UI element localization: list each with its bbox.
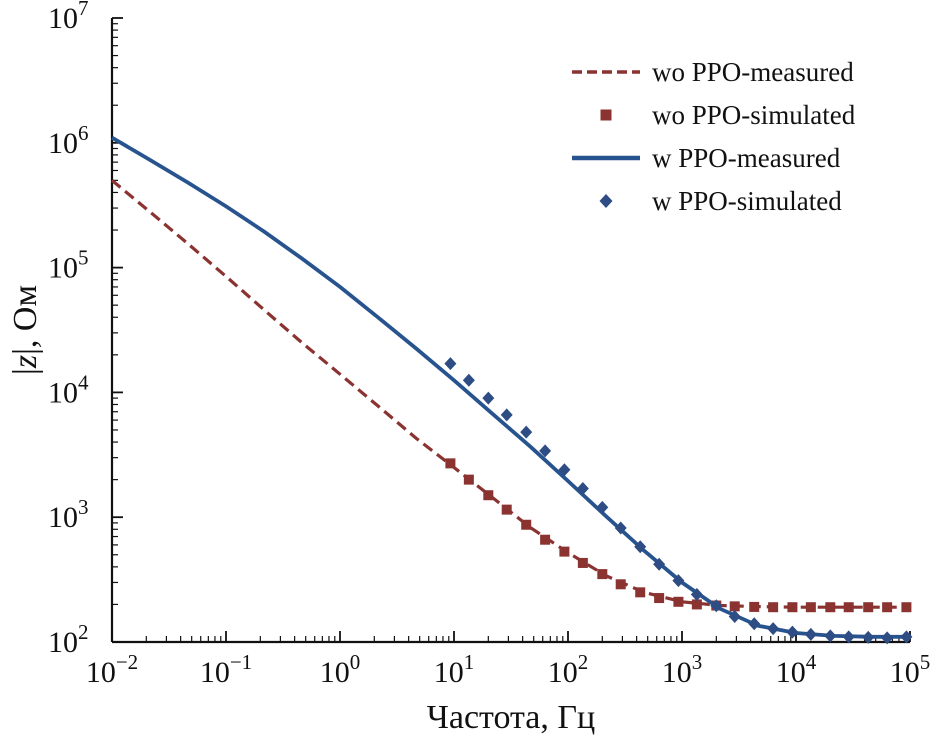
y-tick-label: 107	[48, 0, 89, 35]
square-marker	[483, 490, 494, 501]
legend-item-wo-ppo-measured: wo PPO-measured	[572, 57, 854, 87]
y-axis-title: |z|, Ом	[7, 285, 44, 375]
diamond-marker	[672, 574, 685, 588]
square-marker	[882, 602, 893, 613]
square-marker	[843, 602, 854, 613]
legend: wo PPO-measured wo PPO-simulated w PPO-mea…	[572, 57, 856, 216]
diamond-marker	[824, 629, 837, 643]
diamond-marker	[767, 622, 780, 636]
diamond-marker	[690, 588, 703, 602]
square-marker	[805, 602, 816, 613]
diamond-marker	[558, 463, 571, 477]
square-marker	[597, 569, 608, 580]
square-marker	[654, 593, 665, 604]
legend-label: w PPO-simulated	[652, 186, 842, 216]
square-marker	[463, 474, 474, 485]
square-marker	[635, 587, 646, 598]
square-marker	[691, 599, 702, 610]
square-marker	[615, 579, 626, 590]
y-tick-label: 102	[48, 620, 89, 659]
diamond-symbol	[599, 194, 613, 208]
square-symbol	[600, 109, 612, 121]
square-marker	[540, 534, 551, 545]
series-line	[110, 179, 910, 609]
square-marker	[729, 601, 740, 612]
square-marker	[673, 596, 684, 607]
axes	[110, 18, 910, 644]
square-marker	[863, 602, 874, 613]
y-tick-label: 103	[48, 495, 89, 534]
series-w-ppo-simulated	[444, 357, 913, 645]
square-marker	[901, 602, 912, 613]
y-tick-label: 106	[48, 121, 89, 160]
square-marker	[445, 458, 456, 469]
diamond-marker	[482, 391, 495, 405]
ticks	[111, 17, 911, 643]
diamond-marker	[634, 540, 647, 554]
legend-label: w PPO-measured	[652, 143, 841, 173]
tick-labels: 10−2 10−1 100 101 102 103 104 105 102 103 104 105 10…	[48, 0, 930, 689]
square-marker	[521, 519, 532, 530]
x-tick-label: 10−2	[86, 650, 138, 689]
diamond-marker	[500, 408, 513, 422]
diamond-marker	[728, 610, 741, 624]
diamond-marker	[786, 625, 799, 639]
x-tick-label: 10−1	[200, 650, 252, 689]
diamond-marker	[862, 630, 875, 644]
diamond-marker	[881, 631, 894, 645]
diamond-marker	[462, 373, 475, 387]
legend-label: wo PPO-measured	[652, 57, 854, 87]
square-marker	[768, 602, 779, 613]
x-tick-label: 101	[434, 650, 475, 689]
diamond-marker	[900, 630, 913, 644]
x-axis-title: Частота, Гц	[427, 699, 595, 736]
x-tick-label: 102	[548, 650, 589, 689]
diamond-marker	[710, 599, 723, 613]
diamond-marker	[596, 500, 609, 514]
legend-item-w-ppo-simulated: w PPO-simulated	[599, 186, 842, 216]
diamond-marker	[748, 617, 761, 631]
series-wo-ppo-simulated	[445, 458, 912, 613]
y-tick-label: 105	[48, 246, 89, 285]
x-tick-label: 105	[890, 650, 931, 689]
diamond-marker	[539, 444, 552, 458]
legend-item-wo-ppo-simulated: wo PPO-simulated	[600, 100, 856, 130]
diamond-marker	[444, 357, 457, 371]
diamond-marker	[653, 557, 666, 571]
square-marker	[825, 602, 836, 613]
legend-item-w-ppo-measured: w PPO-measured	[572, 143, 841, 173]
x-tick-label: 104	[776, 650, 817, 689]
diamond-marker	[804, 627, 817, 641]
square-marker	[577, 557, 588, 568]
square-marker	[501, 504, 512, 515]
diamond-marker	[576, 481, 589, 495]
series-wo-ppo-measured	[110, 179, 910, 609]
x-tick-label: 103	[662, 650, 703, 689]
y-tick-label: 104	[48, 370, 89, 409]
diamond-marker	[614, 521, 627, 535]
diamond-marker	[842, 630, 855, 644]
square-marker	[559, 546, 570, 557]
legend-label: wo PPO-simulated	[652, 100, 856, 130]
x-tick-label: 100	[320, 650, 361, 689]
square-marker	[749, 601, 760, 612]
diamond-marker	[520, 425, 533, 439]
square-marker	[787, 602, 798, 613]
